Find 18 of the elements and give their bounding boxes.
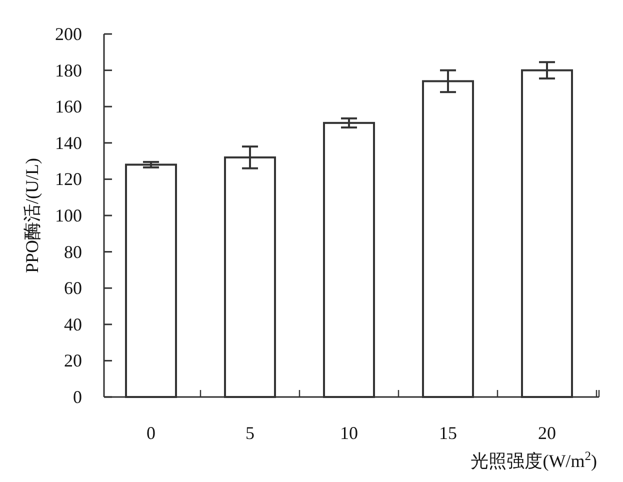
- y-tick-label: 0: [73, 387, 82, 407]
- x-tick-label: 20: [538, 423, 556, 443]
- y-tick-label: 200: [55, 24, 82, 44]
- x-tick-label: 5: [246, 423, 254, 443]
- x-axis-title: 光照强度(W/m$^{2}$): [470, 449, 597, 471]
- y-tick-label: 100: [55, 206, 82, 226]
- y-tick-label: 140: [55, 132, 82, 153]
- y-tick-label: 60: [64, 278, 82, 298]
- x-tick-label: 10: [340, 423, 358, 443]
- y-axis-title: PPO酶活/(U/L): [22, 158, 42, 274]
- y-tick-label: 160: [55, 96, 82, 117]
- x-tick-label: 15: [439, 423, 457, 443]
- x-tick-label: 0: [146, 423, 156, 443]
- y-tick-label: 80: [64, 242, 82, 262]
- y-tick-label: 40: [64, 314, 82, 334]
- y-tick-label: 120: [55, 169, 82, 190]
- y-tick-label: 20: [64, 350, 82, 371]
- y-tick-label: 180: [55, 60, 82, 80]
